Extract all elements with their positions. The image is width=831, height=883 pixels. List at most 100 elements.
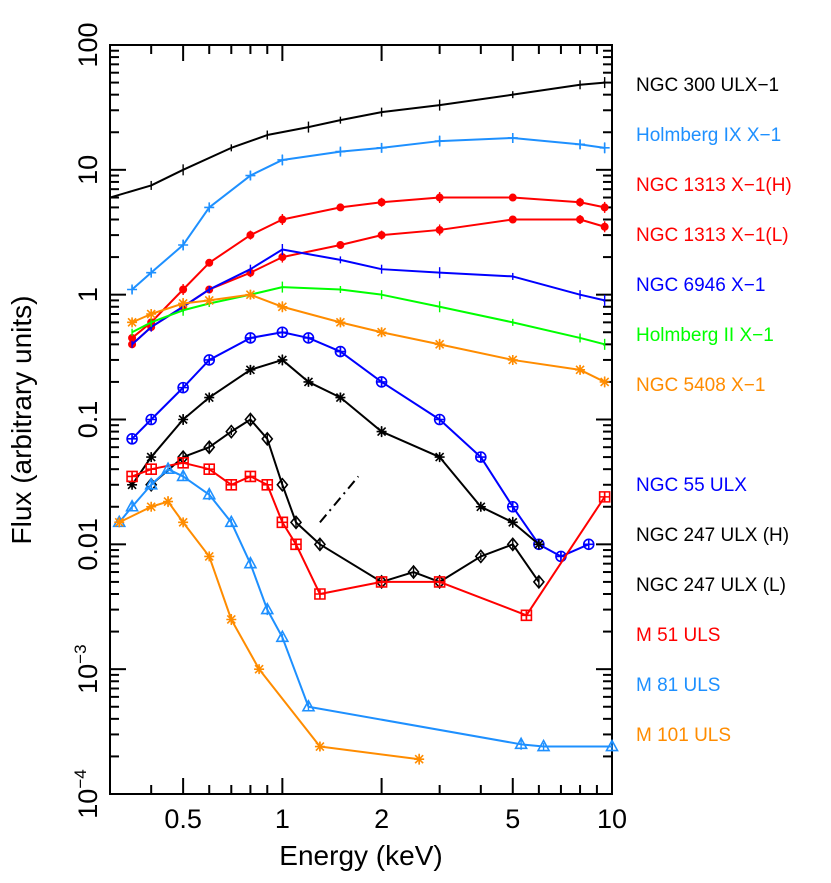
data-point <box>335 317 346 328</box>
data-point <box>508 193 517 202</box>
data-point <box>254 664 265 675</box>
legend-label: NGC 1313 X−1(L) <box>636 225 789 246</box>
data-point <box>178 414 189 425</box>
series-line-holmberg-ix-x-1 <box>131 136 605 291</box>
data-point <box>336 203 345 212</box>
axis-tick-labels: 0.5 1 2 5 10 10−4 10−3 0.01 0.1 1 10 100 <box>71 22 627 834</box>
data-point <box>434 452 445 463</box>
data-point <box>204 295 215 306</box>
data-point <box>301 699 316 712</box>
data-point <box>336 240 345 249</box>
legend-label: NGC 247 ULX (L) <box>636 575 786 596</box>
data-point <box>414 754 425 765</box>
data-point <box>303 376 314 387</box>
data-point <box>278 215 287 224</box>
data-point <box>536 738 551 752</box>
data-point <box>203 463 216 475</box>
y-axis-title: Flux (arbitrary units) <box>6 296 37 545</box>
data-point <box>146 267 157 278</box>
series-line-ngc-1313-x-1-h <box>131 196 605 339</box>
data-point <box>507 517 518 528</box>
data-point <box>276 477 289 493</box>
legend-label: NGC 6946 X−1 <box>636 275 765 296</box>
data-point <box>575 364 586 375</box>
data-point <box>433 413 446 426</box>
x-tick-label: 5 <box>505 804 520 834</box>
data-point <box>289 515 303 530</box>
data-point <box>226 614 237 625</box>
data-point <box>261 431 274 447</box>
data-point <box>275 629 290 643</box>
series-line-m-81-uls <box>118 468 612 748</box>
data-point <box>376 142 387 153</box>
data-point <box>205 258 214 267</box>
series-ngc-247-ulx-l <box>145 412 545 590</box>
series-m-81-uls <box>112 461 619 752</box>
data-point <box>161 461 175 474</box>
data-point <box>203 354 216 366</box>
data-point <box>434 136 445 147</box>
y-tick-label: 100 <box>73 22 103 67</box>
data-point <box>204 202 215 213</box>
data-point <box>507 132 518 143</box>
data-point <box>245 364 256 375</box>
legend-label: Holmberg IX X−1 <box>636 125 781 146</box>
series-ngc-5408-x-1 <box>127 289 610 388</box>
data-point <box>145 413 157 426</box>
data-point <box>599 376 610 387</box>
y-tick-label: 10−4 <box>71 769 103 818</box>
data-point <box>377 231 386 240</box>
data-point <box>533 539 544 550</box>
data-point <box>146 452 157 463</box>
data-point <box>506 537 519 552</box>
data-point <box>127 317 138 328</box>
data-point <box>127 479 138 490</box>
series-ngc-247-ulx-h <box>127 354 544 550</box>
data-point <box>114 517 125 528</box>
series-ngc-300-ulx-1 <box>109 77 606 202</box>
legend-label: M 101 ULS <box>636 725 731 746</box>
data-point <box>600 222 609 231</box>
data-point <box>276 326 289 338</box>
legend-label: NGC 1313 X−1(H) <box>636 175 792 196</box>
x-tick-label: 1 <box>275 804 290 834</box>
data-point <box>508 215 517 224</box>
data-point <box>475 501 486 512</box>
series-layer <box>109 77 619 765</box>
data-point <box>599 142 610 153</box>
series-ngc-1313-x-1-h <box>128 192 609 342</box>
series-line-ngc-6946-x-1 <box>131 248 605 346</box>
data-point <box>377 198 386 207</box>
data-point <box>576 198 585 207</box>
data-point <box>179 285 188 294</box>
data-point <box>178 239 189 250</box>
data-point <box>290 538 302 551</box>
series-m-51-uls <box>126 456 611 622</box>
data-point <box>335 146 346 157</box>
series-line-m-101-uls <box>118 500 420 761</box>
series-m-101-uls <box>114 496 425 765</box>
series-holmberg-ii-x-1 <box>131 281 606 350</box>
data-point <box>520 609 533 622</box>
data-point <box>176 468 190 482</box>
data-point <box>245 170 256 181</box>
data-point <box>375 376 388 388</box>
data-point <box>474 549 487 564</box>
data-point <box>435 225 444 234</box>
data-point <box>605 738 619 752</box>
data-point <box>375 574 388 590</box>
y-tick-label: 10−3 <box>71 644 103 693</box>
legend-label: NGC 55 ULX <box>636 475 747 496</box>
data-point <box>376 327 387 338</box>
data-point <box>144 477 159 490</box>
data-point <box>225 424 238 439</box>
data-point <box>243 556 258 569</box>
data-point <box>245 289 256 300</box>
legend-label: NGC 247 ULX (H) <box>636 525 789 546</box>
data-point <box>434 339 445 350</box>
legend: NGC 300 ULX−1 Holmberg IX X−1 NGC 1313 X−1… <box>636 75 792 746</box>
data-point <box>178 298 189 309</box>
data-point <box>433 574 446 590</box>
data-point <box>178 517 189 528</box>
